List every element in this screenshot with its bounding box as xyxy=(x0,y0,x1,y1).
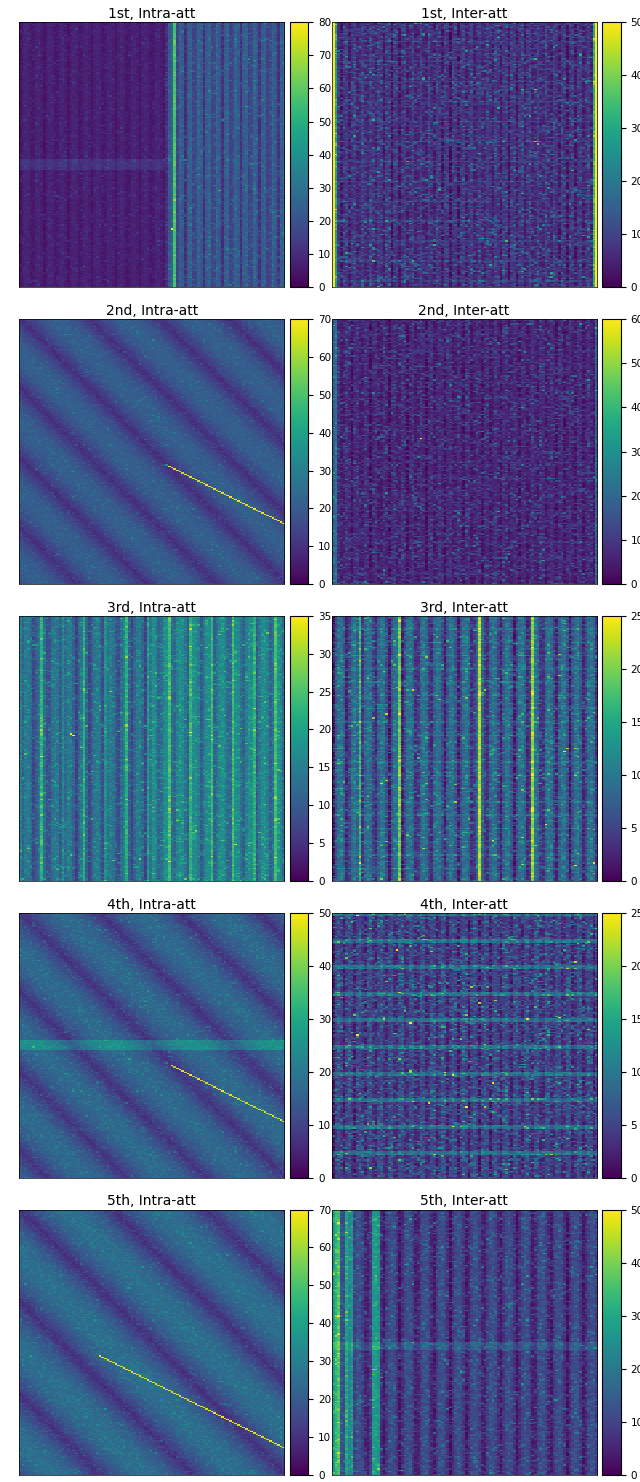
Title: 5th, Inter-att: 5th, Inter-att xyxy=(420,1194,508,1208)
Title: 1st, Inter-att: 1st, Inter-att xyxy=(421,7,508,21)
Title: 4th, Inter-att: 4th, Inter-att xyxy=(420,898,508,911)
Title: 3rd, Intra-att: 3rd, Intra-att xyxy=(108,600,196,615)
Title: 1st, Intra-att: 1st, Intra-att xyxy=(108,7,195,21)
Title: 2nd, Intra-att: 2nd, Intra-att xyxy=(106,304,198,319)
Title: 5th, Intra-att: 5th, Intra-att xyxy=(108,1194,196,1208)
Title: 3rd, Inter-att: 3rd, Inter-att xyxy=(420,600,508,615)
Title: 2nd, Inter-att: 2nd, Inter-att xyxy=(419,304,509,319)
Title: 4th, Intra-att: 4th, Intra-att xyxy=(108,898,196,911)
